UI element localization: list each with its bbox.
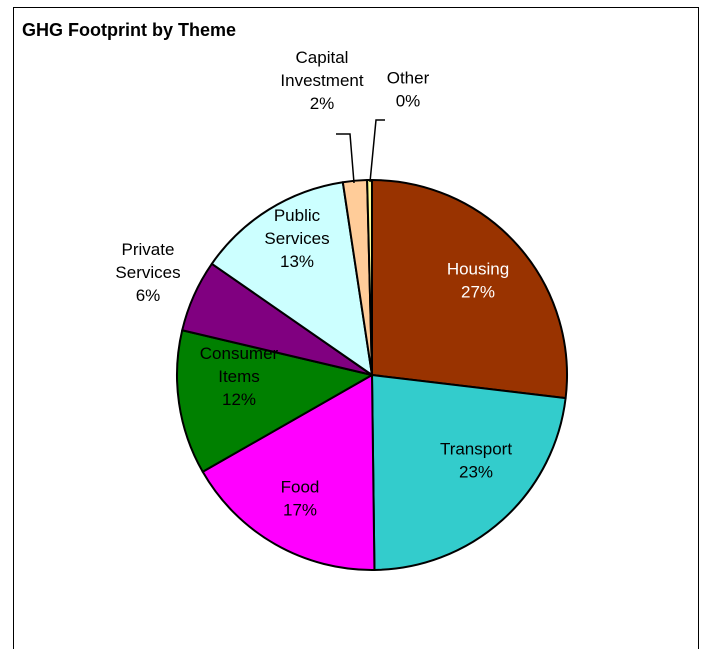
pie-slice-consumer-items — [175, 329, 373, 473]
slice-label-food: Food 17% — [281, 478, 320, 520]
leader-line-capital-investment — [336, 133, 355, 184]
pie-slice-food — [201, 374, 376, 571]
slice-label-public-services: Public Services 13% — [264, 206, 329, 271]
slice-label-capital-investment: Capital Investment 2% — [280, 48, 363, 113]
slice-label-housing: Housing 27% — [447, 260, 509, 302]
slice-label-other: Other 0% — [387, 69, 430, 111]
leader-line-other — [369, 119, 385, 183]
chart-title: GHG Footprint by Theme — [22, 20, 236, 40]
slice-label-transport: Transport 23% — [440, 440, 512, 482]
pie-slice-public-services — [210, 181, 373, 376]
slice-label-private-services: Private Services 6% — [115, 240, 180, 305]
slice-label-consumer-items: Consumer Items 12% — [200, 344, 279, 409]
pie-slice-transport — [371, 374, 567, 571]
pie-slice-housing — [371, 179, 568, 400]
